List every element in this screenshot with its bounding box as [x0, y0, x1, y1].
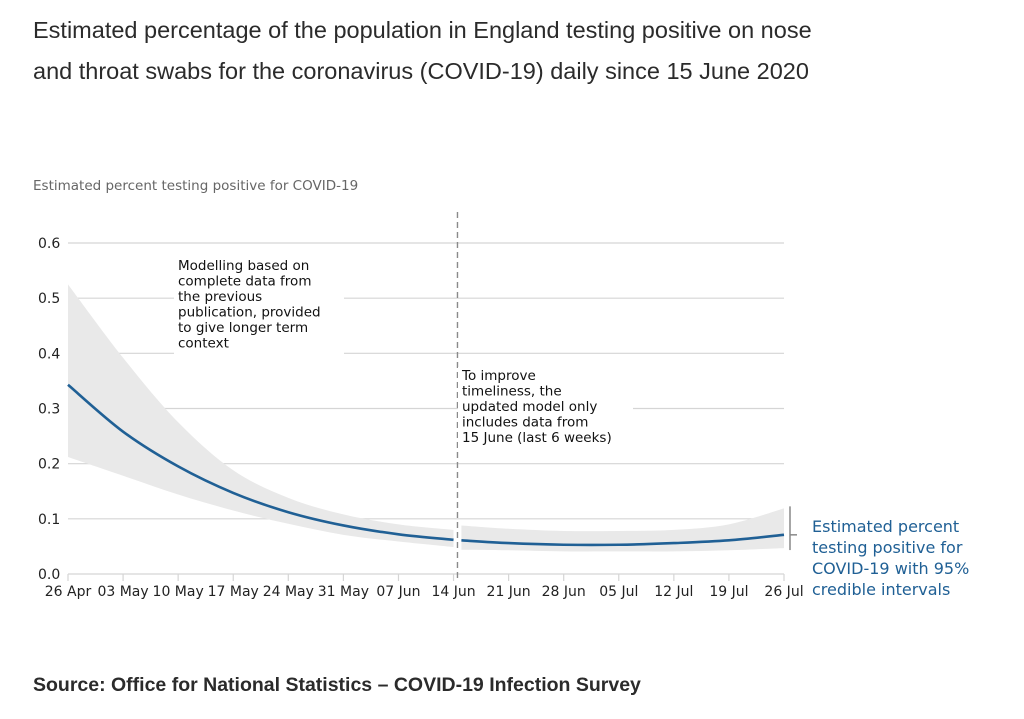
annotation-text: updated model only: [462, 399, 597, 415]
annotation-text: To improve: [461, 368, 536, 384]
annotation-text: publication, provided: [178, 305, 321, 321]
x-tick-label: 05 Jul: [599, 584, 638, 600]
annotation-background: [458, 367, 633, 449]
credible-interval-band: [68, 284, 454, 547]
annotation-text: the previous: [178, 289, 262, 305]
y-tick-label: 0.5: [38, 291, 60, 307]
annotation-text: 15 June (last 6 weeks): [462, 430, 612, 446]
legend: Estimated percent testing positive for COV…: [789, 506, 969, 599]
annotation-text: timeliness, the: [462, 384, 562, 400]
x-tick-label: 07 Jun: [376, 584, 420, 600]
x-tick-label: 31 May: [318, 584, 369, 600]
x-tick-label: 21 Jun: [487, 584, 531, 600]
estimate-line: [67, 383, 454, 542]
annotation-text: complete data from: [178, 274, 311, 290]
y-tick-label: 0.3: [38, 402, 60, 418]
y-tick-label: 0.4: [38, 346, 60, 362]
x-tick-label: 24 May: [263, 584, 314, 600]
legend-text: credible intervals: [812, 580, 950, 599]
x-tick-label: 26 Apr: [45, 584, 92, 600]
annotation-background: [174, 257, 344, 354]
x-tick-label: 03 May: [97, 584, 148, 600]
annotation-text: Modelling based on: [178, 258, 309, 274]
legend-text: Estimated percent: [812, 517, 959, 536]
x-tick-label: 26 Jul: [764, 584, 803, 600]
y-tick-label: 0.6: [38, 236, 60, 252]
chart-title: Estimated percentage of the population i…: [33, 17, 812, 84]
legend-text: COVID-19 with 95%: [812, 559, 969, 578]
y-axis-title: Estimated percent testing positive for C…: [33, 178, 359, 194]
annotation-text: to give longer term: [178, 320, 308, 336]
estimate-line: [461, 533, 785, 547]
legend-text: testing positive for: [812, 538, 963, 557]
x-axis: 26 Apr 03 May 10 May 17 May 24 May 31 May 07 J…: [45, 574, 804, 600]
y-tick-label: 0.1: [38, 512, 60, 528]
annotation-text: includes data from: [462, 415, 588, 431]
y-axis: 0.0 0.1 0.2 0.3 0.4 0.5 0.6: [38, 236, 60, 583]
x-tick-label: 19 Jul: [709, 584, 748, 600]
estimate-lines: [67, 383, 785, 547]
y-tick-label: 0.0: [38, 567, 60, 583]
x-tick-label: 10 May: [153, 584, 204, 600]
x-tick-label: 28 Jun: [542, 584, 586, 600]
source-note: Source: Office for National Statistics –…: [33, 674, 641, 696]
x-tick-label: 12 Jul: [654, 584, 693, 600]
y-tick-label: 0.2: [38, 457, 60, 473]
annotation-text: context: [178, 336, 229, 352]
x-tick-label: 14 Jun: [431, 584, 475, 600]
x-tick-label: 17 May: [208, 584, 259, 600]
